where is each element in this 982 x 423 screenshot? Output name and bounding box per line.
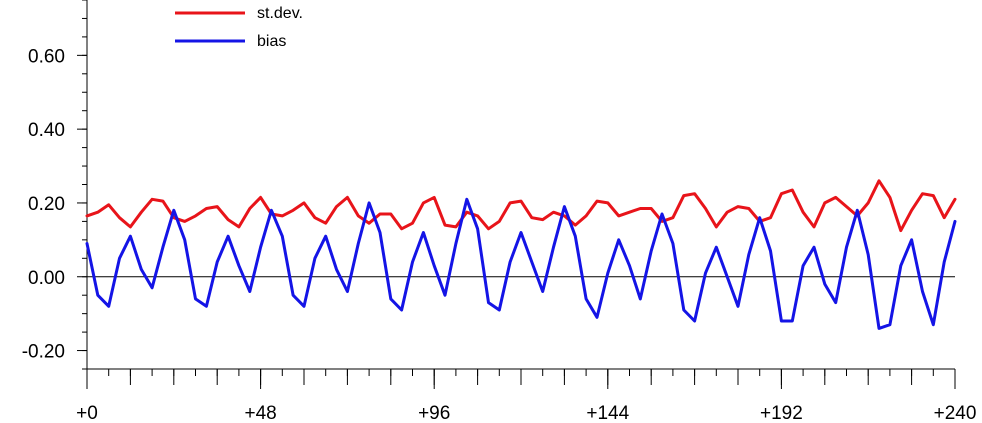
y-tick-label: 0.00 (28, 268, 65, 289)
y-tick-label: -0.20 (22, 342, 65, 363)
legend-label: bias (257, 33, 286, 50)
legend-label: st.dev. (257, 5, 303, 22)
y-tick-label: 0.40 (28, 120, 65, 141)
y-tick-label: 0.60 (28, 46, 65, 67)
chart-axes: -0.20 0.00 0.20 0.40 0.60 +0 +48 +96 +144 +192 +24… (22, 0, 977, 423)
chart-legend: st.dev. bias (175, 5, 303, 50)
x-tick-label: +48 (244, 403, 276, 423)
x-tick-label: +96 (418, 403, 450, 423)
series-line-st-dev (85, 179, 957, 233)
x-tick-label: +192 (760, 403, 803, 423)
y-tick-label: 0.20 (28, 194, 65, 215)
x-tick-label: +240 (934, 403, 977, 423)
series-line-bias (85, 197, 957, 330)
x-tick-label: +0 (76, 403, 98, 423)
chart-series-layer (85, 179, 957, 330)
x-tick-label: +144 (586, 403, 629, 423)
